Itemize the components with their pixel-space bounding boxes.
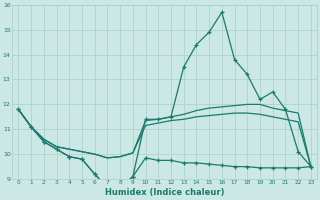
X-axis label: Humidex (Indice chaleur): Humidex (Indice chaleur) bbox=[105, 188, 224, 197]
